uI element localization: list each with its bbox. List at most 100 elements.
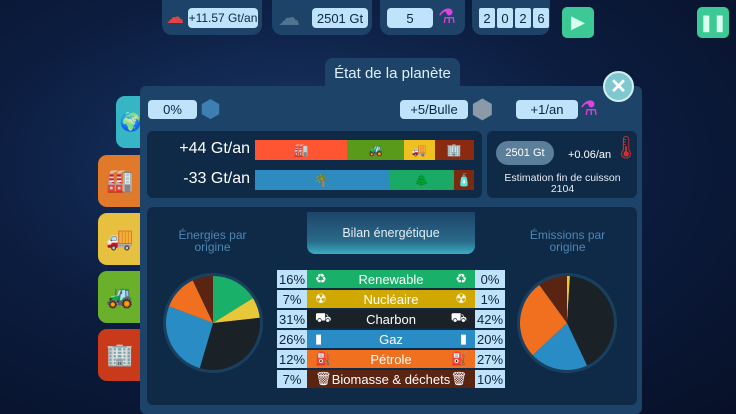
recycle-plug-icon: ♻	[315, 271, 327, 286]
energy-row: 16% ♻ Renewable ♻ 0%	[277, 270, 505, 288]
trash-icon: 🗑	[450, 371, 467, 386]
sidebar-buildings[interactable]: 🏢	[98, 329, 142, 381]
sidebar-industry[interactable]: 🏭	[98, 155, 142, 207]
energy-share: 26%	[277, 330, 307, 348]
bottle-segment: 🧴	[454, 170, 474, 190]
mine-cart-icon: ⛟	[315, 310, 332, 325]
emission-share: 0%	[475, 270, 505, 288]
hexagon-icon: ⬢	[200, 96, 221, 123]
energy-row: 31% ⛟ Charbon ⛟ 42%	[277, 310, 505, 328]
emissions-pie-chart	[517, 273, 617, 373]
per-bubble: +5/Bulle	[400, 100, 468, 119]
pie-slice-biomasse-déchets	[539, 276, 567, 323]
tab-energy-origin[interactable]: Énergies par origine	[178, 228, 247, 254]
factory-segment: 🏭	[255, 140, 347, 160]
energy-share: 7%	[277, 370, 307, 388]
year-digit: 0	[497, 8, 513, 28]
flask-box: 5 ⚗	[380, 0, 465, 35]
emission-rate: +11.57 Gt/an	[188, 8, 258, 28]
estimate: Estimation fin de cuisson 2104	[490, 173, 635, 195]
sidebar-agriculture[interactable]: 🚜	[98, 271, 142, 323]
energy-label: Renewable	[358, 271, 424, 287]
positive-emissions-bar: 🏭 🚜 🚚 🏢	[255, 140, 474, 160]
close-icon: ✕	[610, 76, 627, 98]
play-icon: ▶	[571, 12, 585, 32]
tab-emissions-origin[interactable]: Émissions par origine	[529, 228, 606, 254]
energy-share: 16%	[277, 270, 307, 288]
radiation-icon: ☢	[455, 291, 467, 306]
play-button[interactable]: ▶	[562, 7, 594, 38]
positive-emissions: +44 Gt/an	[179, 140, 250, 157]
flask-count: 5	[387, 8, 433, 28]
energy-share: 12%	[277, 350, 307, 368]
factory-icon: 🏭	[106, 168, 134, 193]
sidebar-transport[interactable]: 🚚	[98, 213, 142, 265]
palm-island-segment: 🌴	[255, 170, 389, 190]
pie-slice-charbon	[199, 317, 260, 370]
emission-share: 42%	[475, 310, 505, 328]
cloud-icon: ☁	[278, 5, 300, 30]
palm-island-icon: 🌴	[314, 173, 330, 187]
building-icon: 🏢	[446, 143, 462, 157]
tractor-icon: 🚜	[367, 143, 383, 157]
per-year: +1/an	[516, 100, 578, 119]
flask-icon: ⚗	[580, 98, 598, 120]
energy-row: 7% ☢ Nucléaire ☢ 1%	[277, 290, 505, 308]
emission-share: 10%	[475, 370, 505, 388]
emission-rate-box: ☁ +11.57 Gt/an	[162, 0, 262, 35]
fuel-pump-icon: ⛽	[315, 351, 332, 366]
recycle-plug-icon: ♻	[455, 271, 467, 286]
pie-slice-renewable	[213, 276, 253, 323]
mine-cart-icon: ⛟	[450, 310, 467, 325]
emission-share: 27%	[475, 350, 505, 368]
truck-segment: 🚚	[403, 140, 435, 160]
truck-icon: 🚚	[106, 226, 134, 251]
pie-slice-gaz	[532, 323, 588, 370]
year-digit: 2	[515, 8, 531, 28]
negative-emissions-bar: 🌴 🌲 🧴	[255, 170, 474, 190]
energy-row: 12% ⛽ Pétrole ⛽ 27%	[277, 350, 505, 368]
year-box: 2 0 2 6	[472, 0, 550, 35]
year-digit: 6	[533, 8, 549, 28]
fuel-pump-icon: ⛽	[450, 351, 467, 366]
close-button[interactable]: ✕	[603, 71, 634, 102]
pie-slice-nucléaire	[213, 298, 260, 323]
emission-share: 20%	[475, 330, 505, 348]
energy-label: Pétrole	[370, 351, 412, 367]
energy-row: 7% 🗑 Biomasse & déchets 🗑 10%	[277, 370, 505, 388]
climate-stock: 2501 Gt	[496, 141, 554, 165]
energy-label: Charbon	[366, 311, 416, 327]
gas-bottle-icon: ▮	[315, 331, 323, 346]
globe-icon: 🌍	[119, 111, 143, 132]
pie-slice-pétrole	[520, 284, 567, 356]
energy-label: Nucléaire	[363, 291, 419, 307]
estimate-label: Estimation fin de cuisson	[504, 172, 621, 184]
pie-slice-pétrole	[169, 280, 213, 323]
building-segment: 🏢	[434, 140, 474, 160]
tractor-segment: 🚜	[346, 140, 404, 160]
emission-share: 1%	[475, 290, 505, 308]
bubble-percent: 0%	[148, 100, 197, 119]
panel-title: État de la planète	[325, 58, 460, 88]
year-digit: 2	[479, 8, 495, 28]
negative-emissions: -33 Gt/an	[183, 170, 250, 187]
cloud-upload-icon: ☁	[166, 7, 184, 27]
forest-segment: 🌲	[388, 170, 455, 190]
energy-share: 31%	[277, 310, 307, 328]
pause-button[interactable]: ❚❚	[697, 7, 729, 38]
radiation-icon: ☢	[315, 291, 327, 306]
truck-icon: 🚚	[411, 143, 427, 157]
flask-icon: ⚗	[438, 6, 456, 28]
thermometer-icon: 🌡	[612, 135, 640, 160]
energy-pie-chart	[163, 273, 263, 373]
pie-slice-biomasse-déchets	[192, 276, 213, 323]
co2-stock-box: ☁ 2501 Gt	[272, 0, 372, 35]
tab-energy-balance[interactable]: Bilan énergétique	[307, 212, 475, 254]
energy-label: Gaz	[379, 331, 403, 347]
energy-row: 26% ▮ Gaz ▮ 20%	[277, 330, 505, 348]
building-icon: 🏢	[106, 342, 134, 367]
co2-stock: 2501 Gt	[312, 8, 368, 28]
trash-icon: 🗑	[315, 371, 332, 386]
tractor-icon: 🚜	[106, 284, 134, 309]
pie-slice-gaz	[166, 306, 213, 369]
